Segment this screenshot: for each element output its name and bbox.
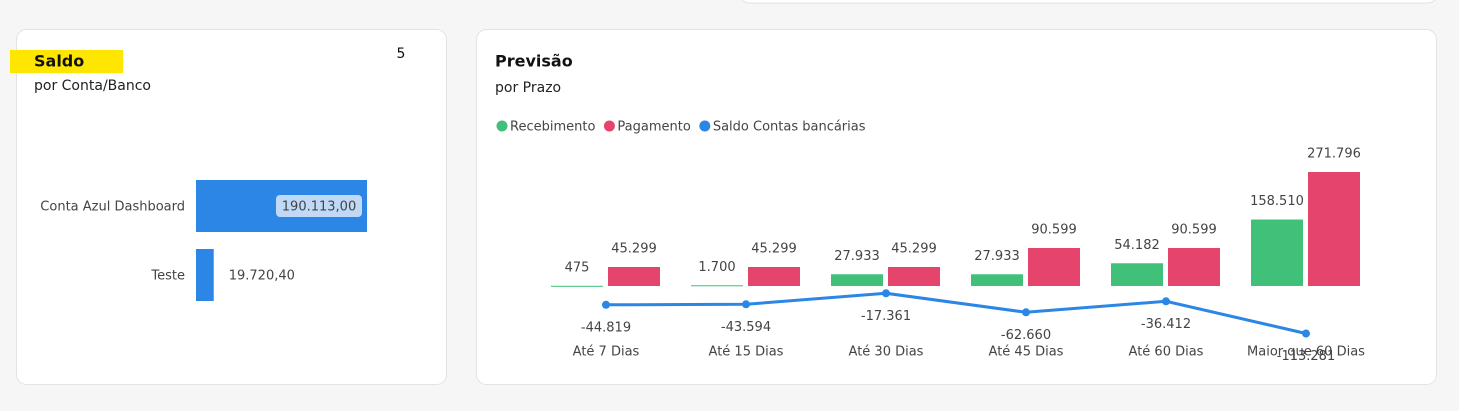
data-label: 475 (565, 260, 590, 275)
legend-marker (699, 120, 711, 132)
legend-label: Recebimento (510, 120, 595, 135)
bar (1028, 247, 1080, 286)
x-tick-label: Maior que 60 Dias (1247, 345, 1365, 360)
bar (831, 274, 883, 286)
data-label: 158.510 (1250, 194, 1304, 209)
bar (1308, 172, 1360, 286)
title-highlight (10, 50, 123, 73)
y-tick-label: Teste (150, 269, 185, 284)
chart-subtitle: por Prazo (495, 80, 561, 96)
bar (748, 267, 800, 286)
card (476, 29, 1437, 385)
data-label: -44.819 (581, 320, 631, 335)
data-label: -43.594 (721, 320, 771, 335)
chart-title: Saldo (34, 52, 84, 71)
line-point (602, 300, 610, 309)
data-label: 271.796 (1307, 147, 1361, 162)
bar (551, 285, 603, 287)
legend-label: Pagamento (617, 120, 690, 135)
bar (1251, 219, 1303, 286)
data-label: 54.182 (1114, 238, 1160, 253)
data-label: -36.412 (1141, 317, 1191, 332)
x-tick-label: Até 45 Dias (989, 345, 1064, 360)
x-tick-label: Até 30 Dias (849, 345, 924, 360)
legend-label: Saldo Contas bancárias (713, 120, 866, 135)
chart-title: Previsão (495, 52, 573, 71)
data-label: 45.299 (891, 242, 937, 257)
data-label: 1.700 (698, 260, 735, 275)
bar (1111, 263, 1163, 286)
bar (971, 274, 1023, 286)
bar (1168, 247, 1220, 286)
legend-marker (496, 120, 508, 132)
data-label: 27.933 (974, 249, 1020, 264)
line-point (1162, 297, 1170, 306)
data-label: 19.720,40 (229, 269, 295, 284)
line-point (882, 289, 890, 298)
bar (691, 285, 743, 287)
bar (608, 267, 660, 286)
line-point (1022, 308, 1030, 317)
line-point (1302, 329, 1310, 338)
bar (888, 267, 940, 286)
data-label: -17.361 (861, 309, 911, 324)
data-label: 45.299 (611, 242, 657, 257)
label-bg (276, 195, 362, 217)
data-label: 90.599 (1031, 222, 1077, 237)
x-tick-label: Até 7 Dias (573, 345, 640, 360)
legend-marker (603, 120, 615, 132)
data-label: -113.281 (1277, 349, 1335, 364)
x-tick-label: Até 15 Dias (709, 345, 784, 360)
line-point (742, 300, 750, 309)
card-partial (741, 0, 1436, 4)
badge: 5 (397, 46, 406, 62)
data-label: 190.113,00 (282, 200, 356, 215)
data-label: 45.299 (751, 242, 797, 257)
data-label: 90.599 (1171, 222, 1217, 237)
data-label: -62.660 (1001, 328, 1051, 343)
bar (196, 249, 214, 301)
y-tick-label: Conta Azul Dashboard (40, 200, 185, 215)
chart-subtitle: por Conta/Banco (34, 78, 151, 94)
line (605, 291, 1307, 335)
data-label: 27.933 (834, 249, 880, 264)
x-tick-label: Até 60 Dias (1129, 345, 1204, 360)
